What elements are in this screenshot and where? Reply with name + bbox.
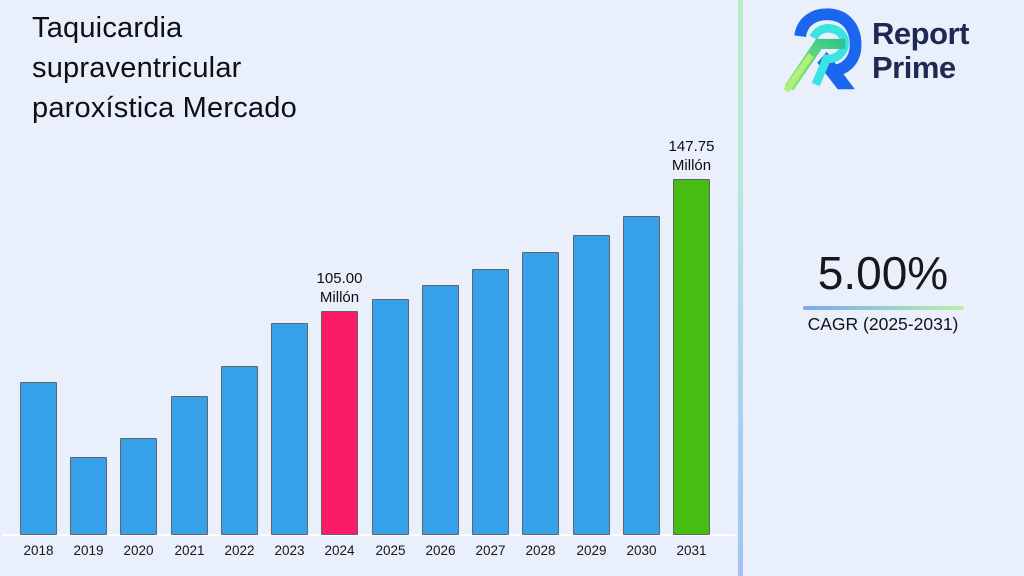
x-tick-label-2027: 2027	[475, 543, 506, 558]
bar-2018	[20, 382, 57, 535]
x-axis-line	[2, 534, 735, 536]
bar-2020	[120, 438, 157, 535]
x-tick-label-2022: 2022	[224, 543, 255, 558]
bar-2030	[623, 216, 660, 535]
x-tick-label-2028: 2028	[525, 543, 556, 558]
bar-2025	[372, 299, 409, 535]
bar-2026	[422, 285, 459, 535]
cagr-value: 5.00%	[817, 247, 949, 299]
page-title: Taquicardia supraventricular paroxística…	[32, 12, 297, 124]
bar-2021	[171, 396, 208, 535]
bar-2031	[673, 179, 710, 535]
bar-2023	[271, 323, 308, 535]
bar-2024	[321, 311, 358, 535]
x-tick-label-2025: 2025	[375, 543, 406, 558]
cagr-label: CAGR (2025-2031)	[807, 314, 959, 334]
cagr-panel: 5.00% CAGR (2025-2031)	[742, 0, 1024, 576]
bar-value-label-2024: 105.00 Millón	[316, 270, 363, 306]
bar-2028	[522, 252, 559, 535]
x-tick-label-2026: 2026	[425, 543, 456, 558]
x-tick-label-2018: 2018	[23, 543, 54, 558]
bar-chart: 2018 2019 2020 2021 2022 2023 2024 105.00 Milló…	[2, 138, 735, 558]
bar-2029	[573, 235, 610, 535]
report-prime-logo-text: Report Prime	[872, 16, 969, 85]
x-tick-label-2031: 2031	[676, 543, 707, 558]
bar-2027	[472, 269, 509, 535]
x-tick-label-2019: 2019	[73, 543, 104, 558]
report-prime-logo-icon	[783, 8, 862, 93]
x-tick-label-2029: 2029	[576, 543, 607, 558]
x-tick-label-2030: 2030	[626, 543, 657, 558]
bar-value-label-2031: 147.75 Millón	[668, 138, 715, 174]
bar-2019	[70, 457, 107, 535]
bar-2022	[221, 366, 258, 535]
x-tick-label-2024: 2024	[324, 543, 355, 558]
vertical-divider	[738, 0, 743, 576]
cagr-underline	[803, 306, 964, 310]
x-tick-label-2023: 2023	[274, 543, 305, 558]
report-prime-logo: Report Prime	[782, 8, 969, 94]
x-tick-label-2021: 2021	[174, 543, 205, 558]
x-tick-label-2020: 2020	[123, 543, 154, 558]
